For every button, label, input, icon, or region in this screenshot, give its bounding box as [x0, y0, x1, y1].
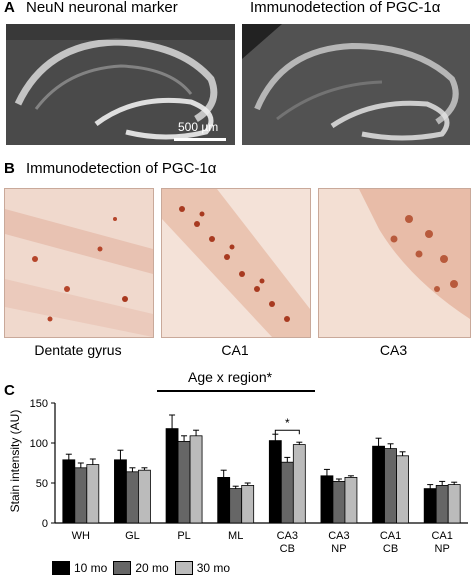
x-tick-label: NP [435, 543, 450, 555]
bar [292, 444, 306, 524]
bar [396, 455, 409, 524]
ca3-label: CA3 [379, 342, 408, 358]
bar [62, 459, 76, 524]
significance-star: * [285, 416, 290, 430]
panel-a-letter: A [4, 0, 15, 16]
x-tick-label: CA3 [277, 530, 298, 542]
panel-a-right-title: Immunodetection of PGC-1α [250, 0, 441, 16]
bar [372, 445, 385, 524]
ca1-image [161, 188, 311, 338]
panel-b-letter: B [4, 160, 15, 177]
legend-label-10mo: 10 mo [74, 561, 108, 575]
legend-item-10mo: 10 mo [52, 561, 107, 575]
x-tick-label: CA3 [328, 530, 349, 542]
scale-bar-line [174, 138, 226, 141]
bar [114, 459, 127, 524]
pgc1a-hippocampus-image [242, 24, 470, 145]
y-tick-label: 0 [42, 518, 48, 530]
bar [165, 428, 179, 524]
x-tick-label: CB [280, 543, 295, 555]
x-tick-label: CA1 [431, 530, 452, 542]
y-tick-label: 100 [30, 438, 48, 450]
bar [320, 475, 334, 524]
bar [384, 448, 397, 524]
significance-bracket [274, 429, 300, 435]
bar [280, 461, 294, 524]
bar [423, 488, 437, 524]
bar [177, 441, 191, 524]
interaction-annotation: Age x region* [188, 369, 273, 385]
bar [86, 464, 100, 524]
bar [344, 477, 358, 524]
x-tick-label: GL [125, 530, 140, 542]
ca3-image [318, 188, 471, 338]
neun-hippocampus-image: 500 µm [6, 24, 235, 145]
x-tick-label: ML [228, 530, 243, 542]
panel-b-title: Immunodetection of PGC-1α [26, 160, 217, 177]
scale-bar-label: 500 µm [178, 120, 219, 134]
legend-label-30mo: 30 mo [196, 561, 231, 575]
bar [189, 435, 203, 524]
bar [332, 481, 346, 524]
y-axis-label: Stain intensity (AU) [8, 409, 22, 513]
interaction-bracket [157, 390, 315, 392]
chart-legend: 10 mo 20 mo 30 mo [52, 561, 230, 575]
bar [138, 469, 151, 524]
x-tick-label: NP [331, 543, 346, 555]
bar [74, 467, 88, 524]
panel-c-letter: C [4, 382, 15, 399]
legend-swatch-10mo [52, 561, 70, 575]
x-tick-label: WH [72, 530, 90, 542]
bar [435, 485, 449, 524]
y-tick-label: 50 [36, 478, 48, 490]
bar [126, 471, 139, 524]
dentate-gyrus-image [4, 188, 154, 338]
y-tick-label: 150 [30, 398, 48, 410]
legend-swatch-20mo [113, 561, 132, 575]
ca1-label: CA1 [221, 342, 249, 358]
dentate-gyrus-label: Dentate gyrus [34, 342, 122, 358]
x-tick-label: CA1 [380, 530, 401, 542]
bar [268, 440, 282, 524]
bar [229, 488, 243, 524]
legend-item-20mo: 20 mo [113, 561, 169, 575]
legend-label-20mo: 20 mo [135, 561, 169, 575]
x-tick-label: PL [177, 530, 190, 542]
x-tick-label: CB [383, 543, 398, 555]
bar [447, 484, 461, 524]
legend-swatch-30mo [174, 561, 193, 575]
legend-item-30mo: 30 mo [174, 561, 231, 575]
panel-a-left-title: NeuN neuronal marker [26, 0, 178, 16]
bar [241, 485, 255, 524]
bar [217, 477, 231, 524]
